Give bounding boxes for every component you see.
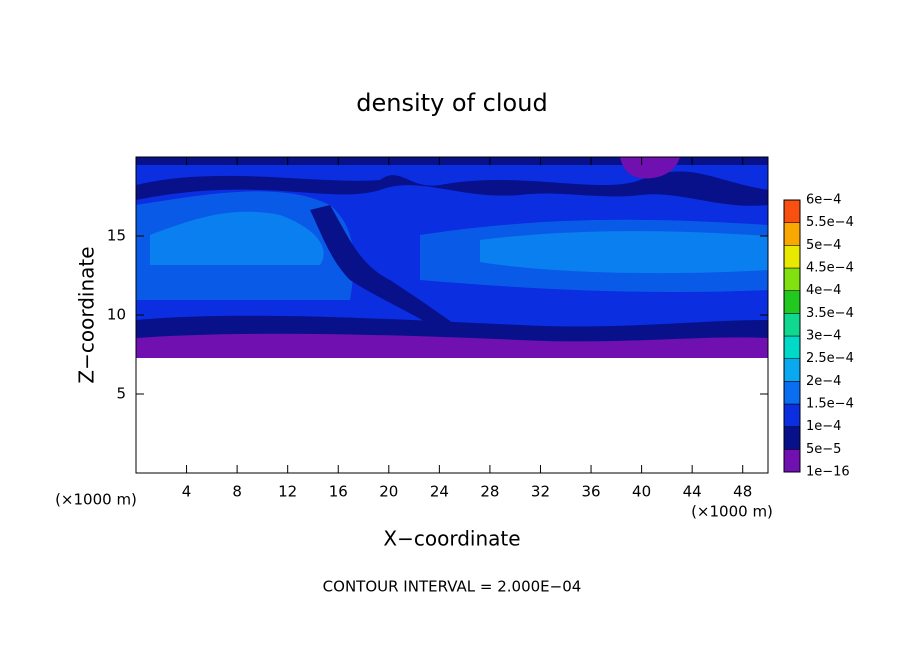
- colorbar-label: 5e−5: [806, 442, 841, 457]
- field-band: [136, 165, 768, 190]
- x-tick-label: 24: [430, 483, 449, 501]
- colorbar-label: 5e−4: [806, 238, 841, 253]
- field-band: [310, 205, 490, 350]
- colorbar-label: 1e−16: [806, 465, 850, 480]
- colorbar-label: 6e−4: [806, 193, 841, 208]
- colorbar-label: 1e−4: [806, 419, 841, 434]
- colorbar-label: 4e−4: [806, 283, 841, 298]
- chart-title: density of cloud: [356, 89, 547, 117]
- x-unit: (×1000 m): [691, 503, 773, 521]
- field-band: [150, 211, 324, 265]
- colorbar-frame: [783, 199, 801, 473]
- y-tick-label: 5: [116, 385, 126, 403]
- x-tick-label: 4: [182, 483, 192, 501]
- footer: CONTOUR INTERVAL = 2.000E−04: [323, 578, 582, 596]
- colorbar-label: 2.5e−4: [806, 351, 854, 366]
- field-band: [136, 333, 768, 358]
- x-tick-label: 48: [733, 483, 752, 501]
- y-tick-label: 15: [107, 227, 126, 245]
- x-tick-label: 32: [531, 483, 550, 501]
- colorbar-label: 3.5e−4: [806, 306, 854, 321]
- colorbar-box: [783, 199, 801, 223]
- colorbar-box: [783, 403, 801, 427]
- x-tick-label: 44: [683, 483, 702, 501]
- field-band: [480, 231, 768, 274]
- x-tick-label: 20: [379, 483, 398, 501]
- x-tick-label: 36: [581, 483, 600, 501]
- colorbar-box: [783, 335, 801, 359]
- x-tick-label: 40: [632, 483, 651, 501]
- colorbar-label: 5.5e−4: [806, 215, 854, 230]
- y-tick-label: 10: [107, 306, 126, 324]
- colorbar-label: 3e−4: [806, 329, 841, 344]
- x-tick-label: 12: [278, 483, 297, 501]
- x-tick-label: 16: [329, 483, 348, 501]
- colorbar-box: [783, 313, 801, 337]
- colorbar-label: 4.5e−4: [806, 261, 854, 276]
- y-unit: (×1000 m): [55, 491, 137, 509]
- colorbar-label: 1.5e−4: [806, 397, 854, 412]
- contour-field: [136, 157, 768, 358]
- colorbar-box: [783, 290, 801, 314]
- colorbar-box: [783, 358, 801, 382]
- colorbar-box: [783, 222, 801, 246]
- colorbar-box: [783, 381, 801, 405]
- y-axis-label: Z−coordinate: [75, 246, 99, 383]
- x-tick-label: 28: [480, 483, 499, 501]
- colorbar-box: [783, 245, 801, 269]
- field-band: [620, 157, 680, 179]
- x-tick-label: 8: [232, 483, 242, 501]
- colorbar-box: [783, 426, 801, 450]
- colorbar-label: 2e−4: [806, 374, 841, 389]
- colorbar-box: [783, 449, 801, 473]
- colorbar-box: [783, 267, 801, 291]
- x-axis-label: X−coordinate: [383, 527, 520, 551]
